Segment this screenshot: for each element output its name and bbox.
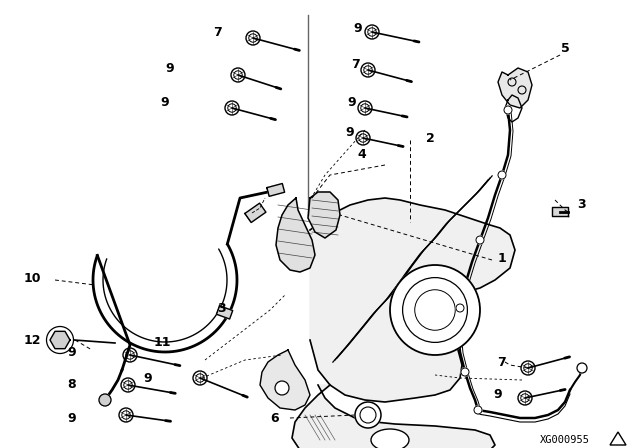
Text: 10: 10 bbox=[23, 271, 41, 284]
Polygon shape bbox=[292, 385, 495, 448]
Ellipse shape bbox=[371, 429, 409, 448]
Circle shape bbox=[275, 381, 289, 395]
Text: 12: 12 bbox=[23, 333, 41, 346]
Text: 7: 7 bbox=[351, 59, 360, 72]
Polygon shape bbox=[552, 207, 568, 216]
Text: 6: 6 bbox=[271, 412, 279, 425]
Polygon shape bbox=[260, 350, 310, 410]
Text: 9: 9 bbox=[493, 388, 502, 401]
Circle shape bbox=[504, 106, 512, 114]
Polygon shape bbox=[498, 68, 532, 108]
Circle shape bbox=[474, 406, 482, 414]
Polygon shape bbox=[267, 184, 285, 196]
Circle shape bbox=[390, 265, 480, 355]
Text: 9: 9 bbox=[166, 61, 174, 74]
Text: 5: 5 bbox=[561, 42, 570, 55]
Polygon shape bbox=[310, 198, 515, 402]
Text: 9: 9 bbox=[68, 345, 76, 358]
Polygon shape bbox=[50, 332, 70, 349]
Text: 9: 9 bbox=[161, 95, 170, 108]
Text: 7: 7 bbox=[498, 356, 506, 369]
Polygon shape bbox=[276, 198, 315, 272]
Text: 9: 9 bbox=[346, 126, 355, 139]
Polygon shape bbox=[245, 203, 266, 223]
Circle shape bbox=[577, 363, 587, 373]
Text: 3: 3 bbox=[578, 198, 586, 211]
Text: 7: 7 bbox=[214, 26, 222, 39]
Circle shape bbox=[355, 402, 381, 428]
Text: 11: 11 bbox=[153, 336, 171, 349]
Circle shape bbox=[476, 236, 484, 244]
Circle shape bbox=[461, 368, 469, 376]
Circle shape bbox=[456, 304, 464, 312]
Text: 3: 3 bbox=[218, 302, 227, 314]
Circle shape bbox=[498, 171, 506, 179]
Text: 4: 4 bbox=[358, 148, 366, 161]
Circle shape bbox=[99, 394, 111, 406]
Text: 8: 8 bbox=[68, 379, 76, 392]
Text: XG000955: XG000955 bbox=[540, 435, 590, 445]
Text: 9: 9 bbox=[68, 412, 76, 425]
Text: 9: 9 bbox=[354, 22, 362, 34]
Text: 1: 1 bbox=[498, 251, 506, 264]
Text: 2: 2 bbox=[426, 132, 435, 145]
Text: 9: 9 bbox=[348, 95, 356, 108]
Polygon shape bbox=[216, 306, 233, 319]
Text: 9: 9 bbox=[144, 371, 152, 384]
Polygon shape bbox=[308, 192, 340, 238]
